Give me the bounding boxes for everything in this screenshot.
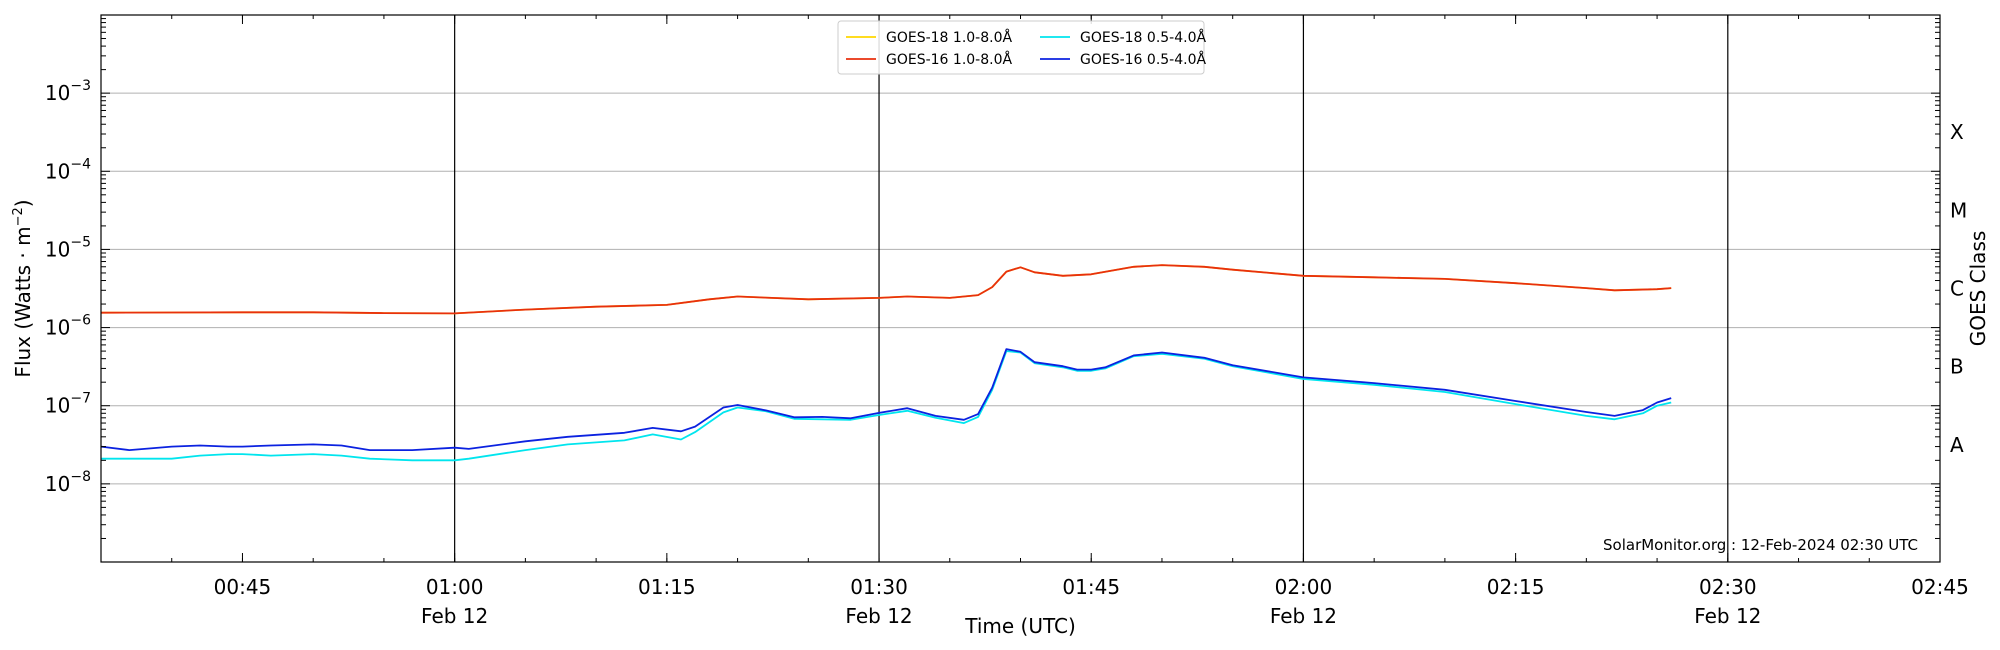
legend-label: GOES-16 0.5-4.0Å — [1080, 51, 1206, 68]
x-tick-date-label: Feb 12 — [421, 604, 488, 628]
ticks-layer — [100, 15, 1941, 563]
goes-class-label: A — [1950, 433, 1964, 457]
x-tick-date-label: Feb 12 — [845, 604, 912, 628]
y-tick-label: 10−7 — [45, 391, 91, 418]
y-tick-label: 10−4 — [45, 156, 91, 183]
y-tick-label: 10−5 — [45, 234, 91, 261]
tick-labels: 10−8 10−7 10−6 10−5 10−4 10−3 00:45 01:00 Feb 12… — [45, 78, 1969, 628]
series-line — [101, 350, 1672, 462]
x-tick-date-label: Feb 12 — [1270, 604, 1337, 628]
x-tick-label: 01:15 — [638, 575, 696, 599]
series-line — [100, 264, 1672, 315]
legend: GOES-18 1.0-8.0Å GOES-16 1.0-8.0Å GOES-18 … — [837, 20, 1206, 75]
y-tick-label: 10−3 — [45, 78, 91, 105]
legend-label: GOES-16 1.0-8.0Å — [886, 51, 1012, 68]
legend-label: GOES-18 0.5-4.0Å — [1080, 29, 1206, 46]
x-tick-date-label: Feb 12 — [1694, 604, 1761, 628]
x-tick-label: 01:45 — [1062, 575, 1120, 599]
y-axis-title-close: ) — [11, 199, 35, 207]
x-axis-title: Time (UTC) — [964, 614, 1076, 638]
goes-class-axis-title: GOES Class — [1966, 231, 1990, 347]
x-tick-label: 02:30 — [1699, 575, 1757, 599]
series-line — [100, 348, 1672, 452]
y-axis-title-text: Flux (Watts · m — [11, 226, 35, 377]
y-axis-title: Flux (Watts · m−2) — [11, 199, 35, 377]
series-layer — [100, 264, 1672, 462]
goes-class-label: X — [1950, 120, 1964, 144]
legend-label: GOES-18 1.0-8.0Å — [886, 29, 1012, 46]
x-tick-label: 02:15 — [1487, 575, 1545, 599]
goes-class-label: C — [1950, 277, 1964, 301]
x-tick-label: 01:30 — [850, 575, 908, 599]
x-tick-label: 00:45 — [214, 575, 272, 599]
y-tick-label: 10−6 — [45, 313, 91, 340]
x-tick-label: 01:00 — [426, 575, 484, 599]
legend-box — [837, 20, 1205, 75]
x-tick-label: 02:00 — [1275, 575, 1333, 599]
x-tick-label: 02:45 — [1911, 575, 1969, 599]
grid-layer — [101, 92, 1940, 485]
y-axis-title-exponent: −2 — [11, 207, 26, 226]
solarmonitor-credit: SolarMonitor.org : 12-Feb-2024 02:30 UTC — [1603, 536, 1918, 554]
goes-class-label: B — [1950, 355, 1964, 379]
day-marker-lines — [454, 15, 1729, 562]
series-line — [100, 264, 1672, 315]
goes-class-label: M — [1950, 198, 1967, 222]
y-tick-label: 10−8 — [45, 469, 91, 496]
